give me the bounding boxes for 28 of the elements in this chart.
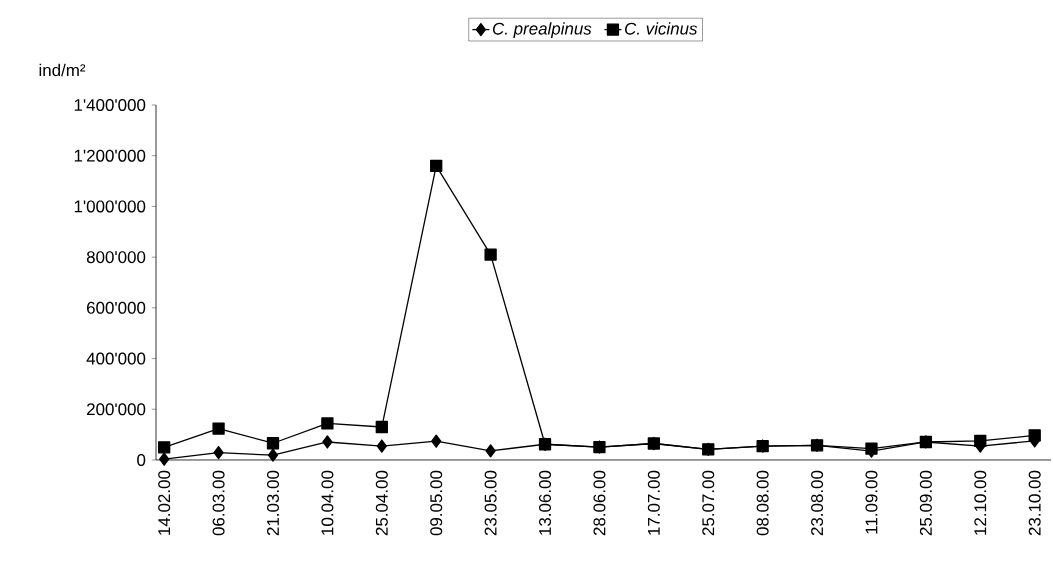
x-tick-label: 23.05.00 bbox=[484, 470, 497, 536]
x-tick-label: 28.06.00 bbox=[593, 470, 606, 536]
x-tick-label: 06.03.00 bbox=[212, 470, 225, 536]
x-tick-label: 12.10.00 bbox=[974, 470, 987, 535]
legend-label: C. prealpinus bbox=[492, 22, 592, 38]
y-tick-label: 1'400'000 bbox=[74, 98, 146, 111]
y-tick-label: 1'000'000 bbox=[74, 200, 146, 213]
x-tick-label: 08.08.00 bbox=[756, 470, 769, 536]
y-tick-label: 200'000 bbox=[87, 403, 146, 416]
x-tick-label: 09.05.00 bbox=[430, 470, 443, 536]
x-tick-label: 10.04.00 bbox=[321, 470, 334, 535]
y-tick-label: 400'000 bbox=[86, 352, 146, 365]
x-tick-label: 11.09.00 bbox=[865, 470, 878, 534]
y-axis-title: ind/m² bbox=[39, 63, 86, 77]
x-tick-label: 23.08.00 bbox=[811, 470, 824, 536]
x-tick-label: 23.10.00 bbox=[1028, 470, 1041, 536]
x-tick-label: 21.03.00 bbox=[266, 470, 279, 536]
x-tick-label: 17.07.00 bbox=[647, 470, 660, 535]
x-tick-label: 14.02.00 bbox=[158, 470, 171, 535]
y-tick-label: 800'000 bbox=[86, 251, 146, 264]
y-tick-label: 600'000 bbox=[87, 301, 146, 314]
x-tick-label: 13.06.00 bbox=[539, 470, 552, 535]
x-tick-label: 25.09.00 bbox=[919, 470, 932, 536]
x-tick-label: 25.07.00 bbox=[702, 470, 715, 536]
legend-label: C. vicinus bbox=[625, 22, 698, 35]
y-tick-label: 0 bbox=[137, 453, 146, 466]
x-tick-label: 25.04.00 bbox=[375, 470, 388, 536]
y-tick-label: 1'200'000 bbox=[74, 149, 146, 162]
